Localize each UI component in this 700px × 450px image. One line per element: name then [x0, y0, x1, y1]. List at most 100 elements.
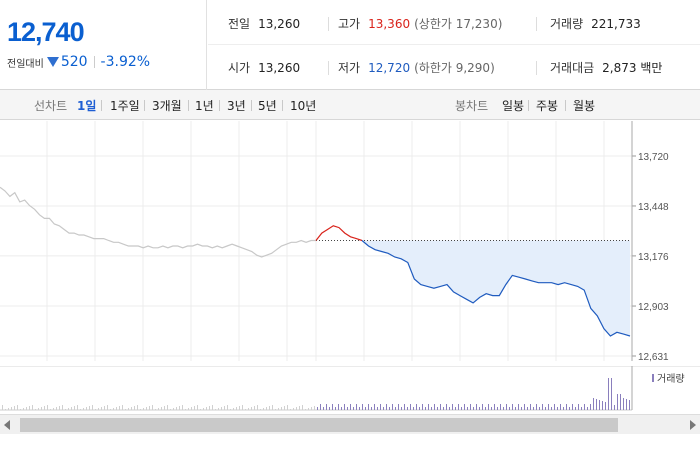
- volume-bar: [575, 407, 576, 410]
- volume-bar: [467, 407, 468, 410]
- volume-bar: [59, 406, 60, 410]
- volume-bar: [491, 407, 492, 410]
- volume-bar: [542, 404, 543, 410]
- volume-bar: [560, 404, 561, 410]
- volume-bar: [308, 408, 309, 410]
- stat-label: 시가: [228, 61, 251, 75]
- volume-bar: [32, 405, 33, 410]
- volume-bar: [278, 408, 279, 410]
- volume-bar: [551, 407, 552, 410]
- volume-bar: [377, 407, 378, 410]
- volume-bar: [53, 408, 54, 410]
- volume-bar: [473, 407, 474, 410]
- volume-bar: [578, 404, 579, 410]
- volume-bar: [254, 406, 255, 410]
- volume-bar: [362, 404, 363, 410]
- volume-bar: [71, 407, 72, 410]
- volume-bar: [614, 405, 615, 410]
- volume-bar: [359, 407, 360, 410]
- volume-bar: [488, 404, 489, 410]
- price-chart[interactable]: 13,720 13,448 13,176 12,903 12,631: [0, 121, 700, 366]
- volume-bar: [527, 407, 528, 410]
- volume-bar: [5, 409, 6, 410]
- volume-bar: [590, 404, 591, 410]
- volume-bar: [122, 405, 123, 410]
- tab-weekly-candle[interactable]: 주봉: [536, 99, 559, 113]
- volume-bar: [623, 398, 624, 410]
- volume-bar: [572, 404, 573, 410]
- chart-scrollbar[interactable]: [0, 414, 700, 434]
- volume-bar: [38, 408, 39, 410]
- tab-monthly-candle[interactable]: 월봉: [573, 99, 596, 113]
- stat-value: 13,260: [258, 61, 301, 75]
- tab-3month[interactable]: 3개월: [152, 99, 182, 113]
- below-reference-fill: [362, 240, 630, 336]
- line-chart-label: 선차트: [34, 99, 68, 113]
- tab-1day[interactable]: 1일: [77, 99, 97, 113]
- volume-bar: [158, 408, 159, 410]
- volume-bar: [269, 406, 270, 410]
- volume-bar: [629, 400, 630, 410]
- tab-divider: [528, 100, 529, 111]
- volume-bar: [608, 378, 609, 410]
- volume-bar: [131, 407, 132, 410]
- volume-bar: [452, 404, 453, 410]
- volume-bar: [476, 404, 477, 410]
- change-label: 전일대비: [7, 58, 44, 70]
- volume-bar: [194, 406, 195, 410]
- volume-bar: [500, 404, 501, 410]
- tab-5year[interactable]: 5년: [258, 99, 277, 113]
- tab-divider: [565, 100, 566, 111]
- stat-divider: [328, 61, 329, 75]
- scroll-right-icon[interactable]: [690, 420, 696, 430]
- volume-bar: [161, 407, 162, 410]
- volume-bar: [257, 405, 258, 410]
- volume-bar: [320, 404, 321, 410]
- volume-bar: [314, 406, 315, 410]
- volume-bar: [20, 409, 21, 410]
- change-amount: 520: [60, 54, 88, 70]
- volume-bar: [326, 404, 327, 410]
- volume-bar: [515, 407, 516, 410]
- volume-bar: [566, 404, 567, 410]
- volume-bar: [380, 404, 381, 410]
- stat-amount: 거래대금 2,873 백만: [550, 59, 662, 76]
- volume-bar: [179, 406, 180, 410]
- volume-bar: [176, 407, 177, 410]
- volume-bar: [128, 408, 129, 410]
- volume-bar: [548, 404, 549, 410]
- y-tick-label: 13,720: [638, 152, 669, 163]
- volume-bar: [518, 404, 519, 410]
- volume-bar: [302, 405, 303, 410]
- volume-bar: [167, 405, 168, 410]
- tab-daily-candle[interactable]: 일봉: [502, 99, 525, 113]
- tab-3year[interactable]: 3년: [227, 99, 246, 113]
- history-line: [0, 186, 316, 258]
- volume-bar: [110, 409, 111, 410]
- scroll-thumb[interactable]: [20, 418, 618, 432]
- volume-bar: [371, 407, 372, 410]
- volume-bar: [209, 406, 210, 410]
- volume-bar: [437, 407, 438, 410]
- scroll-left-icon[interactable]: [4, 420, 10, 430]
- volume-bar: [236, 407, 237, 410]
- volume-bar: [317, 407, 318, 410]
- tab-1year[interactable]: 1년: [195, 99, 214, 113]
- volume-bar: [68, 408, 69, 410]
- stat-grid: 전일 13,260 고가 13,360 (상한가 17,230) 거래량 221,733…: [208, 0, 700, 90]
- tab-divider: [251, 100, 252, 111]
- volume-bar: [41, 407, 42, 410]
- volume-bar: [581, 407, 582, 410]
- volume-bar: [335, 407, 336, 410]
- volume-bar: [617, 394, 618, 410]
- volume-bar: [287, 405, 288, 410]
- tab-10year[interactable]: 10년: [290, 99, 317, 113]
- volume-bar: [506, 404, 507, 410]
- volume-bar: [203, 408, 204, 410]
- y-tick-label: 12,903: [638, 302, 669, 313]
- volume-bar: [218, 408, 219, 410]
- volume-bar: [485, 407, 486, 410]
- volume-bar: [47, 405, 48, 410]
- tab-1week[interactable]: 1주일: [110, 99, 140, 113]
- volume-bar: [224, 406, 225, 410]
